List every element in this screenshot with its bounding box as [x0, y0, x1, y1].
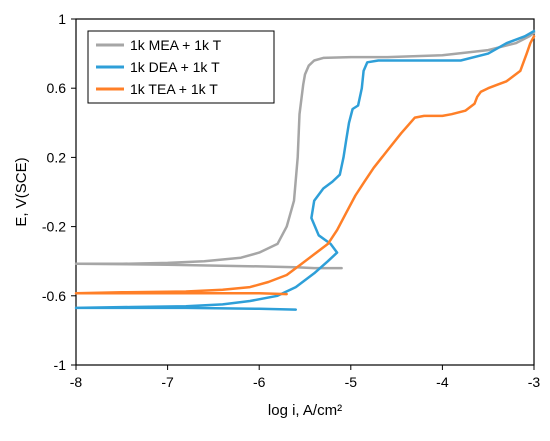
y-tick-label: -1 — [54, 357, 67, 373]
x-tick-label: -3 — [528, 374, 541, 390]
series-line-3 — [74, 35, 536, 296]
x-tick-label: -8 — [70, 374, 83, 390]
x-axis-ticks: -8 -7 -6 -5 -4 -3 — [70, 365, 541, 390]
y-tick-label: 0.2 — [47, 149, 67, 165]
legend-label-3: 1k TEA + 1k T — [130, 81, 218, 97]
x-axis-label: log i, A/cm² — [268, 402, 342, 419]
x-tick-label: -6 — [253, 374, 266, 390]
series-layer — [74, 29, 536, 311]
x-tick-label: -7 — [161, 374, 174, 390]
series-line-2 — [74, 29, 536, 311]
legend: 1k MEA + 1k T 1k DEA + 1k T 1k TEA + 1k T — [87, 30, 275, 104]
y-tick-label: 0.6 — [47, 80, 67, 96]
x-tick-label: -5 — [345, 374, 358, 390]
legend-items: 1k MEA + 1k T 1k DEA + 1k T 1k TEA + 1k T — [96, 37, 222, 97]
series-line-1 — [74, 31, 536, 270]
plot-area-frame — [75, 18, 535, 366]
y-axis-label: E, V(SCE) — [13, 157, 30, 226]
y-tick-label: 1 — [58, 11, 66, 27]
x-tick-label: -4 — [436, 374, 449, 390]
y-tick-label: -0.6 — [42, 288, 66, 304]
y-axis-ticks: -1 -0.6 -0.2 0.2 0.6 1 — [42, 11, 76, 373]
legend-label-1: 1k MEA + 1k T — [130, 37, 222, 53]
legend-label-2: 1k DEA + 1k T — [130, 59, 220, 75]
y-tick-label: -0.2 — [42, 219, 66, 235]
